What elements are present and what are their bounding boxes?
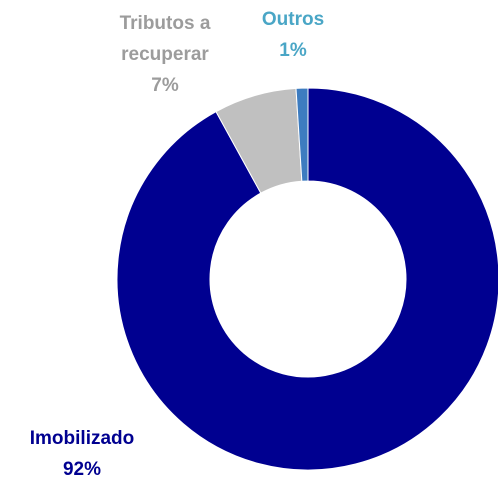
slice-label: Outros 1% [238, 4, 348, 66]
category-label: Imobilizado [29, 428, 135, 449]
category-label: Outros [261, 9, 325, 30]
value-label: 1% [279, 40, 307, 61]
value-label: 7% [151, 75, 179, 96]
value-label: 92% [62, 459, 102, 480]
slice-label: Imobilizado 92% [12, 423, 152, 485]
category-label: Tributos a recuperar [119, 13, 211, 65]
donut-slice [116, 87, 498, 471]
slice-label: Tributos a recuperar 7% [103, 8, 227, 101]
donut-slice [295, 87, 309, 182]
